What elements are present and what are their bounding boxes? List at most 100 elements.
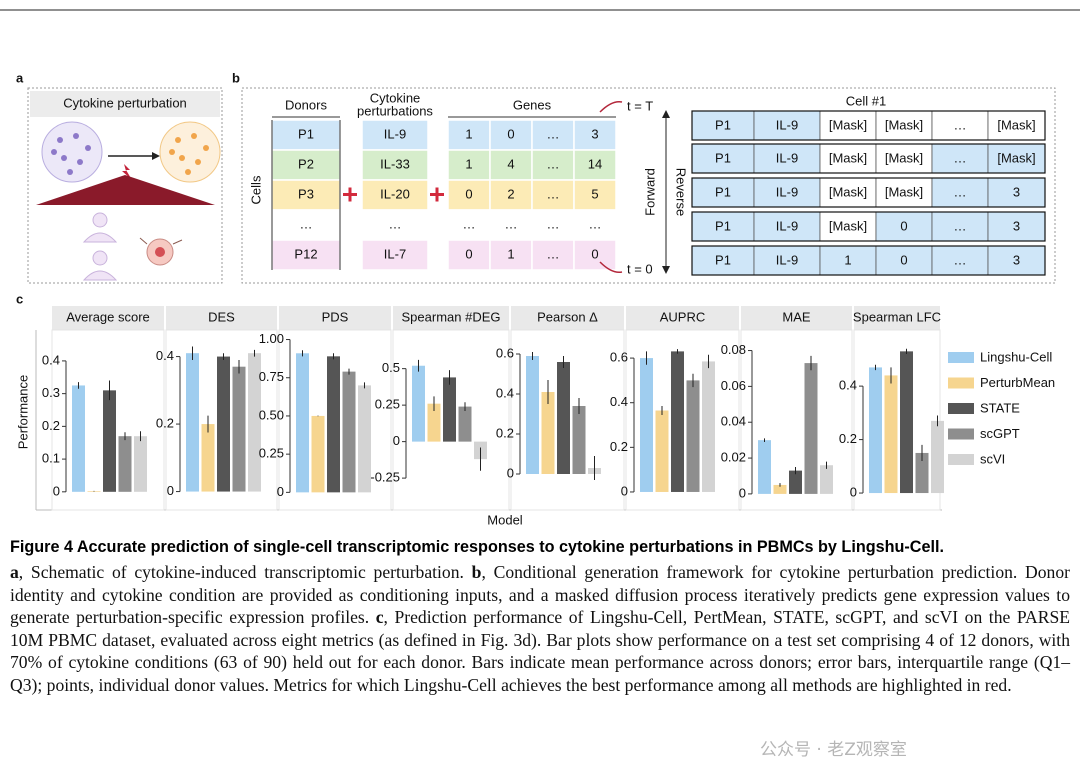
table-cell [447, 179, 491, 211]
panel-ref: c [375, 607, 384, 628]
cell-text: P12 [294, 246, 317, 261]
cell-text: 1 [844, 252, 851, 267]
legend-swatch [948, 428, 974, 440]
cell-text: IL-9 [776, 117, 798, 132]
row-frame [691, 143, 1046, 174]
column-header: Genes [513, 97, 552, 112]
panel-frame [392, 329, 510, 511]
cell-text: [Mask] [885, 117, 923, 132]
bar [232, 366, 246, 492]
bar [186, 353, 199, 492]
column-header: Donors [285, 97, 327, 112]
y-tick-label: 0.50 [259, 407, 284, 422]
y-tick-label: 1.00 [259, 331, 284, 346]
bar [296, 353, 309, 493]
legend-label: STATE [980, 400, 1020, 415]
title-box [626, 306, 739, 330]
caption-title: Figure 4 Accurate prediction of single-c… [10, 538, 944, 556]
bar [217, 356, 230, 492]
y-tick-label: 0.04 [721, 414, 746, 429]
cell-text: … [389, 216, 402, 231]
cell-text: … [547, 216, 560, 231]
table-cell [531, 239, 575, 271]
column-header: Cytokine [370, 90, 421, 105]
cell-text: … [547, 186, 560, 201]
y-tick-label: 0.4 [156, 348, 174, 363]
bar [201, 424, 215, 492]
y-tick-label: 0.3 [42, 385, 60, 400]
y-tick-label: 0.2 [496, 425, 514, 440]
cell-text: 0 [507, 126, 514, 141]
cell-text: P2 [298, 156, 314, 171]
cell-text: IL-33 [380, 156, 410, 171]
x-axis-label: Model [487, 512, 523, 527]
cell-text: … [954, 252, 967, 267]
cell-text: P1 [715, 150, 731, 165]
cell-text: 3 [1013, 252, 1020, 267]
bar [686, 380, 700, 492]
cell-text: 14 [588, 156, 602, 171]
cell-cluster-perturbed [159, 121, 221, 183]
cell-text: IL-20 [380, 186, 410, 201]
panel-label: b [232, 70, 240, 85]
table-cell [447, 209, 491, 241]
y-axis-label: Performance [15, 375, 30, 449]
y-tick-label: 0.6 [496, 345, 514, 360]
cell-text: P1 [715, 218, 731, 233]
y-tick-label: 0.4 [839, 378, 857, 393]
chart-title: PDS [322, 309, 349, 324]
t-label: t = 0 [627, 261, 653, 276]
bar [541, 392, 555, 474]
cell-text: P1 [715, 252, 731, 267]
table-cell [573, 239, 617, 271]
cell-text: … [300, 216, 313, 231]
cell-text: P1 [715, 184, 731, 199]
direction-label: Reverse [674, 168, 689, 216]
panel-a-frame [27, 87, 223, 284]
legend-swatch [948, 454, 974, 465]
table-cell [573, 149, 617, 181]
cell-text: [Mask] [829, 150, 867, 165]
cell-text: … [547, 126, 560, 141]
bar [915, 452, 929, 494]
chart-title: Spearman LFC [853, 309, 941, 324]
cell-text: … [954, 184, 967, 199]
bar [640, 358, 653, 492]
cell-text: 0 [900, 218, 907, 233]
row-frame [691, 211, 1046, 242]
bar [248, 353, 261, 492]
panel-ref: b [471, 562, 482, 582]
title-box [52, 306, 164, 330]
y-tick-label: 0 [277, 484, 284, 499]
y-tick-label: 0.2 [839, 431, 857, 446]
bar [412, 365, 425, 442]
cell-text: IL-7 [384, 246, 406, 261]
chart-title: DES [208, 309, 235, 324]
title-box [854, 306, 940, 330]
y-tick-label: 0.1 [42, 451, 60, 466]
table-cell [875, 110, 933, 141]
bar [572, 406, 586, 474]
cell-text: 4 [507, 156, 514, 171]
title-box [511, 306, 624, 330]
table-cell [931, 245, 989, 276]
bar [804, 363, 818, 494]
y-tick-label: 0.02 [721, 450, 746, 465]
bar [758, 440, 771, 494]
bar [427, 403, 441, 442]
y-tick-label: 0.25 [259, 446, 284, 461]
y-tick-label: 0 [393, 433, 400, 448]
panel-frame [278, 329, 392, 511]
bar [118, 436, 132, 492]
cell-text: 3 [591, 126, 598, 141]
panel-frame [625, 329, 740, 511]
bar [342, 371, 356, 493]
panel-ref: a [10, 562, 19, 582]
table-title: Cell #1 [846, 93, 886, 108]
cell-text: 2 [507, 186, 514, 201]
chart-title: MAE [782, 309, 811, 324]
title-box [741, 306, 852, 330]
table-cell [361, 179, 429, 211]
cell-cluster [41, 121, 103, 183]
table-cell [573, 209, 617, 241]
